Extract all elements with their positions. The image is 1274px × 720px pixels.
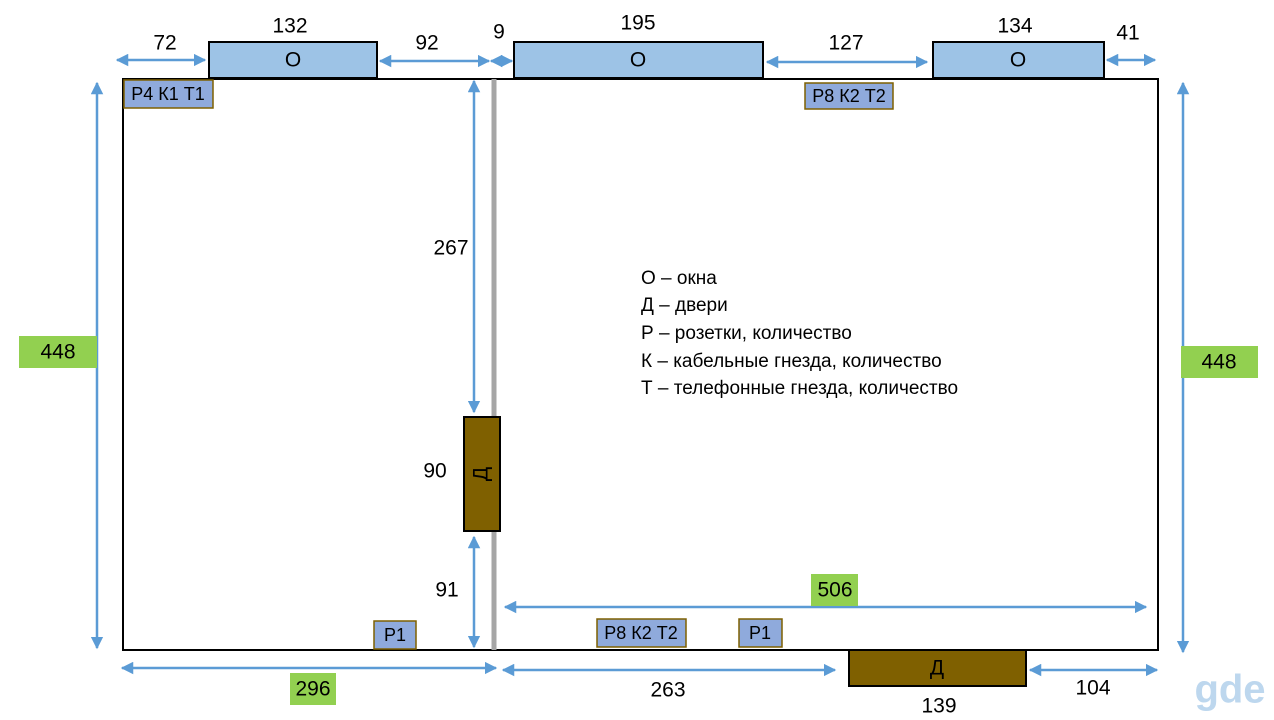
window: О [208,41,378,79]
socket: Р4 К1 Т1 [123,79,214,109]
dimension-label: 72 [153,32,176,55]
window-label: О [285,49,301,72]
dimension-label: 448 [1201,351,1236,374]
dimension-label: 91 [435,579,458,602]
window-width: 134 [997,15,1032,38]
window: О [513,41,764,79]
window-label: О [1010,49,1026,72]
dimension-badge [1181,346,1258,378]
window: О [932,41,1105,79]
socket: Р8 К2 Т2 [804,82,894,110]
socket: Р1 [738,618,783,648]
dimension-badge [290,673,336,705]
door: Д [463,416,501,532]
window-width: 195 [620,12,655,35]
legend-item: О – окна [641,268,717,289]
door-width: 90 [423,460,446,483]
dimension-label: 92 [415,32,438,55]
dimension-label: 9 [493,21,505,44]
dimension-label: 448 [40,341,75,364]
socket: Р1 [373,620,417,650]
dimension-label: 296 [295,678,330,701]
window-label: О [630,49,646,72]
dimension-badge [19,336,97,368]
socket-label: Р8 К2 Т2 [812,86,886,106]
legend-item: Д – двери [641,295,728,316]
door: Д [848,649,1027,687]
door-label: Д [930,657,944,680]
dimension-label: 506 [817,579,852,602]
dimension-badge [811,574,858,606]
socket-label: Р8 К2 Т2 [604,623,678,643]
socket-label: Р1 [749,623,771,643]
socket-label: Р4 К1 Т1 [131,84,205,104]
legend-item: Т – телефонные гнезда, количество [641,378,958,399]
window-width: 132 [272,15,307,38]
dimension-label: 127 [828,32,863,55]
watermark: gde [1194,668,1265,712]
socket: Р8 К2 Т2 [596,618,687,648]
socket-label: Р1 [384,625,406,645]
dimension-label: 267 [433,237,468,260]
dimension-label: 41 [1116,22,1139,45]
door-label: Д [470,467,493,481]
legend-item: Р – розетки, количество [641,323,852,344]
door-width: 139 [921,695,956,718]
dimension-label: 104 [1075,677,1110,700]
legend-item: К – кабельные гнезда, количество [641,351,942,372]
dimension-label: 263 [650,679,685,702]
